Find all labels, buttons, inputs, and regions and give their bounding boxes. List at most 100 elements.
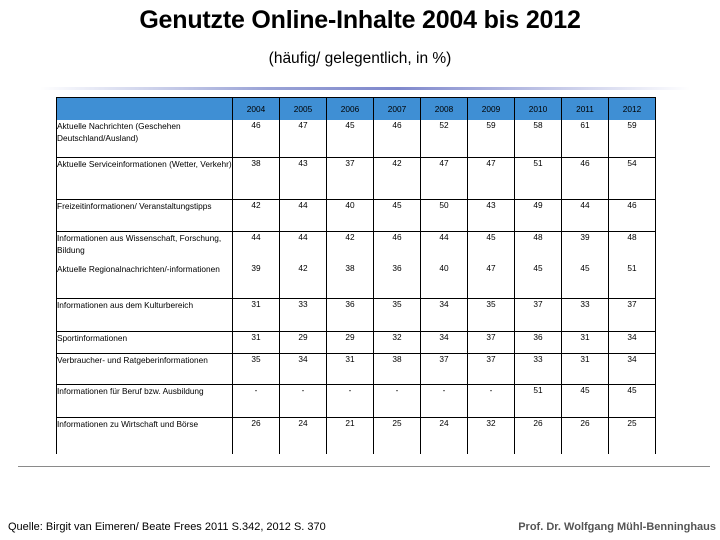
value-cell: 40 [420,263,468,299]
footer-divider [18,466,710,467]
value-cell: 25 [608,417,656,454]
table-header-row: 2004 2005 2006 2007 2008 2009 2010 2011 … [56,97,656,120]
header-year: 2005 [279,97,327,120]
value-cell: 47 [467,157,515,200]
value-cell: 39 [561,231,609,263]
value-cell: 46 [373,120,421,158]
table-row: Informationen aus Wissenschaft, Forschun… [56,231,656,263]
value-cell: 21 [326,417,374,454]
row-label: Freizeitinformationen/ Veranstaltungstip… [56,199,233,232]
value-cell: 47 [467,263,515,299]
value-cell: 48 [514,231,562,263]
row-label: Informationen aus dem Kulturbereich [56,298,233,332]
value-cell: 32 [373,331,421,354]
value-cell: 31 [232,331,280,354]
value-cell: 26 [561,417,609,454]
header-year: 2007 [373,97,421,120]
value-cell: 46 [232,120,280,158]
value-cell: 47 [279,120,327,158]
value-cell: 42 [232,199,280,232]
value-cell: 44 [561,199,609,232]
table-row: Aktuelle Nachrichten (Geschehen Deutschl… [56,120,656,158]
value-cell: 38 [232,157,280,200]
row-label: Aktuelle Regionalnachrichten/-informatio… [56,263,233,299]
page-subtitle: (häufig/ gelegentlich, in %) [268,50,452,67]
source-citation: Quelle: Birgit van Eimeren/ Beate Frees … [8,521,326,533]
value-cell: 26 [514,417,562,454]
value-cell: - [373,384,421,418]
value-cell: 58 [514,120,562,158]
page-title: Genutzte Online-Inhalte 2004 bis 2012 [139,6,581,34]
value-cell: 51 [514,384,562,418]
header-label-cell [56,97,233,120]
header-year: 2006 [326,97,374,120]
value-cell: 35 [467,298,515,332]
value-cell: 42 [326,231,374,263]
value-cell: 24 [420,417,468,454]
value-cell: 37 [467,353,515,385]
value-cell: 39 [232,263,280,299]
value-cell: 44 [279,231,327,263]
value-cell: 29 [326,331,374,354]
value-cell: 43 [467,199,515,232]
value-cell: 25 [373,417,421,454]
value-cell: 34 [608,353,656,385]
value-cell: 29 [279,331,327,354]
value-cell: - [279,384,327,418]
value-cell: 43 [279,157,327,200]
header-year: 2011 [561,97,609,120]
value-cell: 33 [279,298,327,332]
value-cell: 45 [514,263,562,299]
value-cell: 33 [514,353,562,385]
value-cell: 59 [467,120,515,158]
value-cell: 34 [420,331,468,354]
value-cell: 38 [373,353,421,385]
row-label: Aktuelle Nachrichten (Geschehen Deutschl… [56,120,233,158]
value-cell: 31 [232,298,280,332]
value-cell: 51 [608,263,656,299]
value-cell: 36 [326,298,374,332]
value-cell: 46 [561,157,609,200]
author-credit: Prof. Dr. Wolfgang Mühl-Benninghaus [518,521,716,533]
value-cell: 37 [420,353,468,385]
value-cell: 42 [373,157,421,200]
row-label: Aktuelle Serviceinformationen (Wetter, V… [56,157,233,200]
value-cell: 37 [467,331,515,354]
value-cell: 42 [279,263,327,299]
table-row: Informationen zu Wirtschaft und Börse 26 2… [56,417,656,454]
header-year: 2008 [420,97,468,120]
value-cell: 45 [467,231,515,263]
online-content-table: 2004 2005 2006 2007 2008 2009 2010 2011 … [56,97,656,454]
value-cell: 46 [373,231,421,263]
value-cell: 37 [514,298,562,332]
value-cell: 36 [373,263,421,299]
value-cell: 45 [561,263,609,299]
value-cell: 40 [326,199,374,232]
value-cell: 32 [467,417,515,454]
table-row: Informationen für Beruf bzw. Ausbildung -… [56,384,656,418]
table-row: Verbraucher- und Ratgeberinformationen 35… [56,353,656,385]
value-cell: 34 [608,331,656,354]
value-cell: - [420,384,468,418]
value-cell: - [232,384,280,418]
value-cell: 48 [608,231,656,263]
row-label: Sportinformationen [56,331,233,354]
header-year: 2009 [467,97,515,120]
value-cell: 31 [326,353,374,385]
value-cell: 34 [279,353,327,385]
value-cell: 45 [373,199,421,232]
value-cell: 44 [420,231,468,263]
table-row: Sportinformationen 31 29 29 32 34 37 36 31 34 [56,331,656,354]
table-row: Freizeitinformationen/ Veranstaltungstip… [56,199,656,232]
row-label: Informationen zu Wirtschaft und Börse [56,417,233,454]
header-year: 2010 [514,97,562,120]
value-cell: 24 [279,417,327,454]
header-year: 2004 [232,97,280,120]
title-divider [40,87,690,90]
value-cell: 35 [232,353,280,385]
value-cell: 59 [608,120,656,158]
value-cell: 35 [373,298,421,332]
value-cell: 34 [420,298,468,332]
value-cell: 47 [420,157,468,200]
row-label: Informationen für Beruf bzw. Ausbildung [56,384,233,418]
